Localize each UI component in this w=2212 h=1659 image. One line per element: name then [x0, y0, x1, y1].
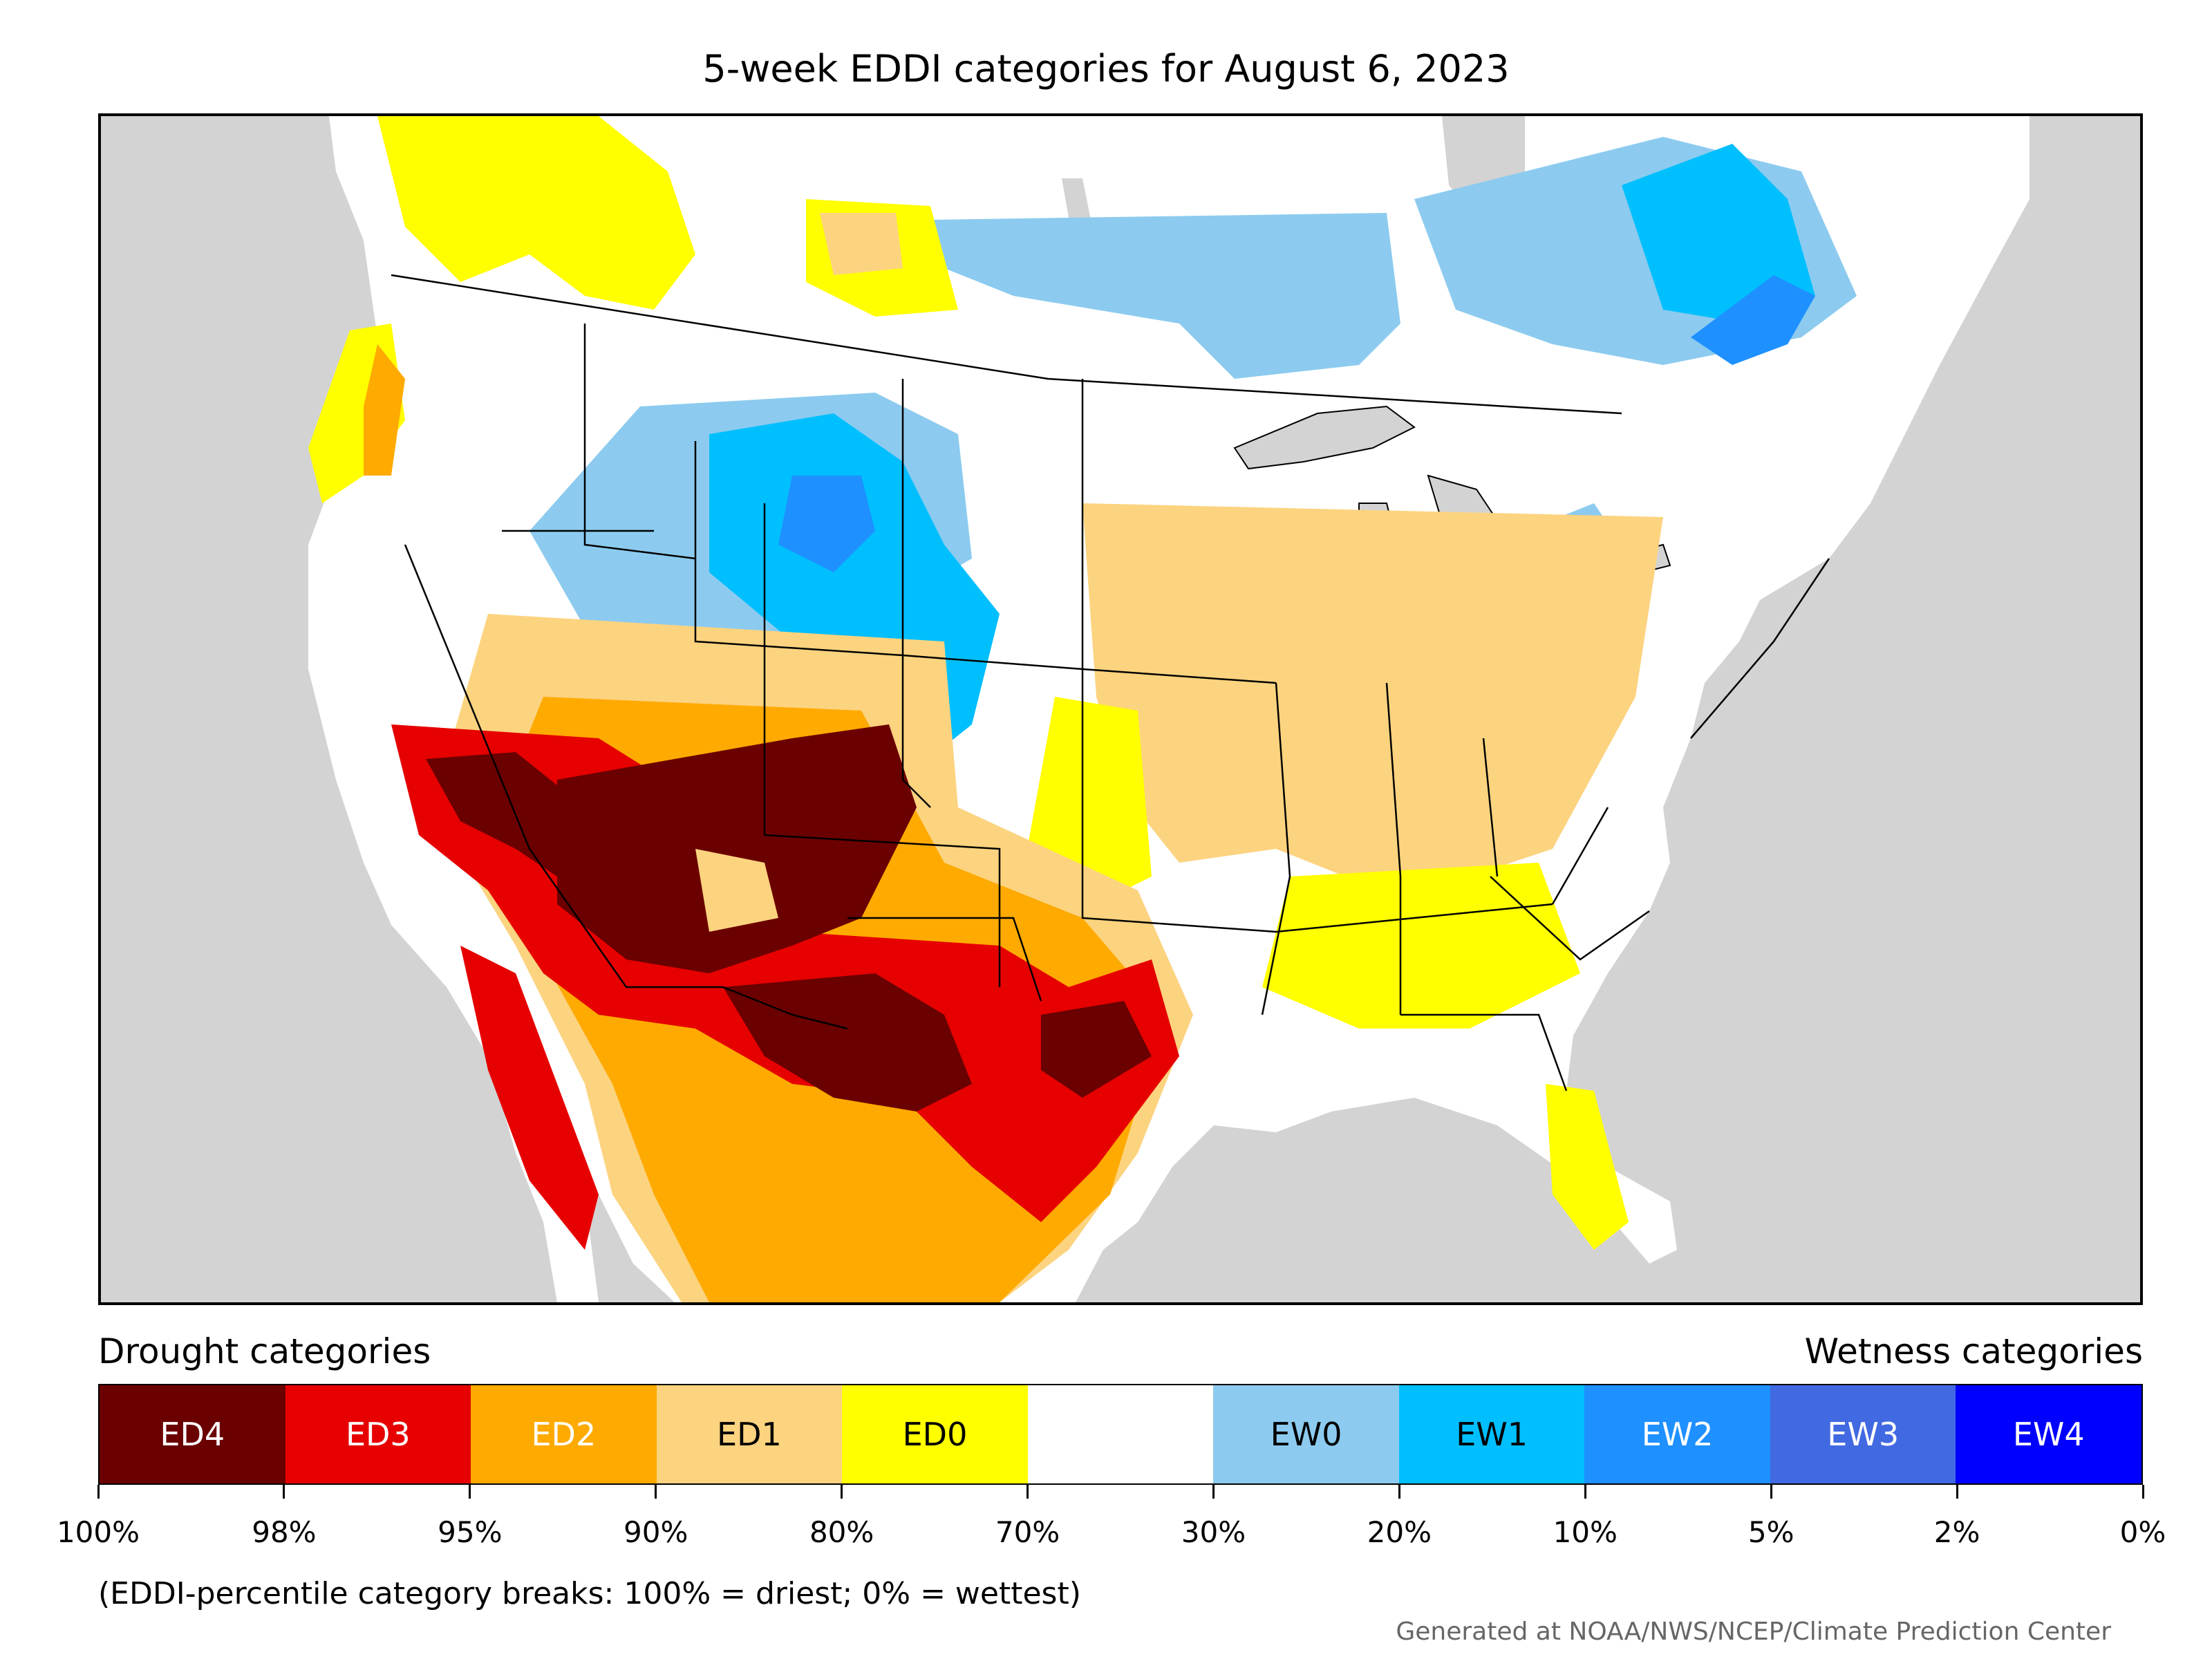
colorbar-tick-label: 95%: [438, 1515, 503, 1549]
colorbar-tick-label: 70%: [995, 1515, 1060, 1549]
legend-swatch-ed4: ED4: [100, 1385, 285, 1483]
ed4-patch: [723, 973, 972, 1112]
political-borders: [391, 274, 1830, 1091]
legend-swatch-ed1: ED1: [656, 1385, 843, 1483]
credit-text: Generated at NOAA/NWS/NCEP/Climate Predi…: [1396, 1618, 2111, 1646]
ew2-patch: [778, 476, 875, 572]
colorbar-tick-label: 98%: [252, 1515, 317, 1549]
legend-swatch-ew4: EW4: [1956, 1385, 2142, 1483]
colorbar-tick: [1584, 1485, 1586, 1499]
ew0-patch: [930, 213, 1400, 379]
colorbar-tick: [1212, 1485, 1215, 1499]
ed0-patch: [1546, 1084, 1629, 1250]
colorbar-tick-label: 2%: [1933, 1515, 1980, 1549]
legend-swatch-ew1: EW1: [1398, 1385, 1585, 1483]
ed1-patch: [820, 213, 903, 275]
legend-swatch-ew0: EW0: [1213, 1385, 1399, 1483]
colorbar-tick-label: 0%: [2119, 1515, 2166, 1549]
colorbar-tick-label: 80%: [809, 1515, 874, 1549]
legend-swatch-ed2: ED2: [471, 1385, 657, 1483]
colorbar-tick: [97, 1485, 100, 1499]
ew1-patch: [1622, 144, 1815, 324]
drought-patches: [308, 116, 1663, 1302]
lake-superior: [1233, 405, 1416, 470]
legend-swatch-none: [1027, 1385, 1214, 1483]
colorbar-tick-label: 90%: [624, 1515, 688, 1549]
legend-swatch-ew3: EW3: [1770, 1385, 1956, 1483]
colorbar-tick: [1956, 1485, 1958, 1499]
colorbar-tick-label: 5%: [1747, 1515, 1794, 1549]
category-colorbar: ED4 ED3 ED2 ED1 ED0 EW0 EW1 EW2 EW3 EW4: [98, 1384, 2143, 1485]
colorbar-tick-label: 10%: [1553, 1515, 1618, 1549]
ed0-patch: [377, 116, 695, 310]
wetness-categories-label: Wetness categories: [1804, 1331, 2143, 1371]
colorbar-tick: [1398, 1485, 1400, 1499]
legend-swatch-ed0: ED0: [842, 1385, 1028, 1483]
drought-categories-label: Drought categories: [98, 1331, 431, 1371]
colorbar-tick-label: 30%: [1181, 1515, 1246, 1549]
ed3-patch: [460, 946, 599, 1250]
colorbar-tick: [2141, 1485, 2144, 1499]
colorbar-tick-label: 20%: [1367, 1515, 1432, 1549]
ed1-patch: [695, 849, 778, 932]
category-footnote: (EDDI-percentile category breaks: 100% =…: [98, 1576, 1081, 1611]
ed4-patch: [426, 752, 585, 877]
ed0-patch: [1262, 863, 1580, 1029]
eddi-map: [98, 113, 2143, 1305]
colorbar-tick: [469, 1485, 471, 1499]
colorbar-tick: [283, 1485, 285, 1499]
map-canvas: [308, 116, 2030, 1302]
ed4-patch: [1041, 1001, 1152, 1098]
map-title: 5-week EDDI categories for August 6, 202…: [702, 47, 1510, 91]
ew2-patch: [1691, 275, 1815, 365]
ed1-patch: [1082, 503, 1663, 890]
colorbar-tick: [655, 1485, 657, 1499]
legend-swatch-ed3: ED3: [285, 1385, 471, 1483]
colorbar-tick: [841, 1485, 843, 1499]
colorbar-ticks: [97, 1485, 2144, 1499]
colorbar-tick: [1770, 1485, 1772, 1499]
colorbar-tick-label: 100%: [56, 1515, 140, 1549]
ed2-patch: [364, 344, 405, 476]
colorbar-tick: [1027, 1485, 1029, 1499]
ed4-patch: [557, 724, 917, 973]
legend-swatch-ew2: EW2: [1584, 1385, 1770, 1483]
